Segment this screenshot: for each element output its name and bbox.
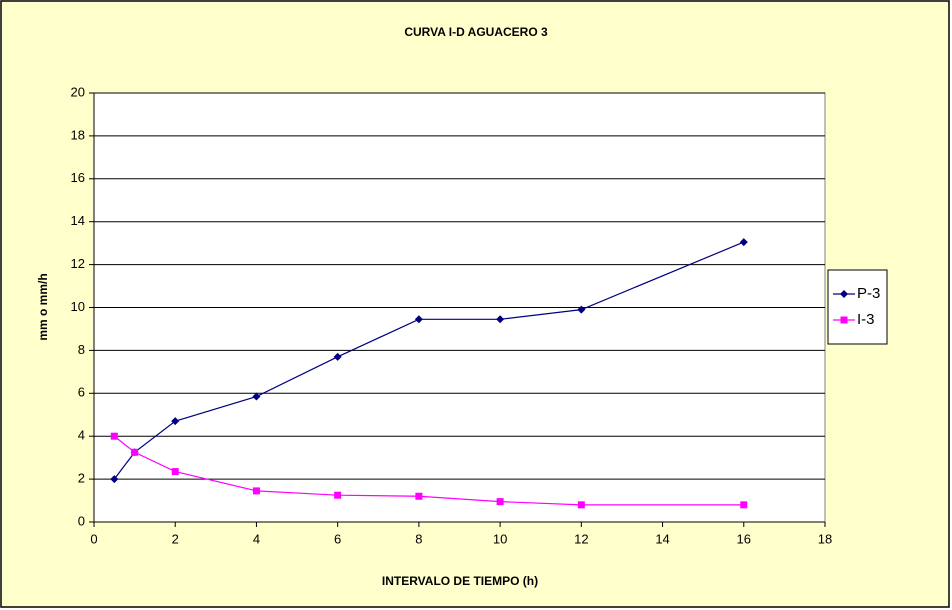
marker [740, 501, 748, 509]
marker [334, 491, 342, 499]
marker [739, 238, 748, 247]
y-tick-label: 18 [71, 127, 85, 142]
x-tick-label: 0 [90, 531, 97, 546]
y-tick-label: 16 [71, 170, 85, 185]
legend-label: P-3 [857, 285, 880, 302]
marker [414, 315, 423, 324]
x-tick-label: 6 [334, 531, 341, 546]
y-tick-label: 6 [78, 385, 85, 400]
x-tick-label: 10 [493, 531, 507, 546]
y-tick-label: 12 [71, 256, 85, 271]
marker [415, 492, 423, 500]
x-tick-label: 12 [574, 531, 588, 546]
marker [110, 432, 118, 440]
marker [252, 487, 260, 495]
y-axis-label: mm o mm/h [36, 273, 50, 340]
marker [577, 501, 585, 509]
y-tick-label: 8 [78, 342, 85, 357]
legend [827, 269, 888, 345]
legend-label: I-3 [857, 311, 875, 328]
marker [110, 475, 119, 484]
marker [577, 305, 586, 314]
marker [496, 315, 505, 324]
chart-title: CURVA I-D AGUACERO 3 [404, 25, 548, 39]
x-tick-label: 16 [737, 531, 751, 546]
x-tick-label: 14 [655, 531, 669, 546]
marker [496, 498, 504, 506]
y-tick-label: 10 [71, 299, 85, 314]
x-axis-label: INTERVALO DE TIEMPO (h) [382, 574, 538, 588]
legend-marker [840, 290, 848, 298]
marker [131, 448, 139, 456]
y-tick-label: 4 [78, 428, 85, 443]
x-tick-label: 2 [172, 531, 179, 546]
y-tick-label: 0 [78, 513, 85, 528]
y-tick-label: 14 [71, 213, 85, 228]
x-tick-label: 8 [415, 531, 422, 546]
marker [171, 468, 179, 476]
legend-marker [840, 316, 848, 324]
y-tick-label: 20 [71, 84, 85, 99]
x-tick-label: 4 [253, 531, 260, 546]
marker [333, 352, 342, 361]
y-tick-label: 2 [78, 471, 85, 486]
marker [171, 417, 180, 426]
marker [252, 392, 261, 401]
x-tick-label: 18 [818, 531, 832, 546]
